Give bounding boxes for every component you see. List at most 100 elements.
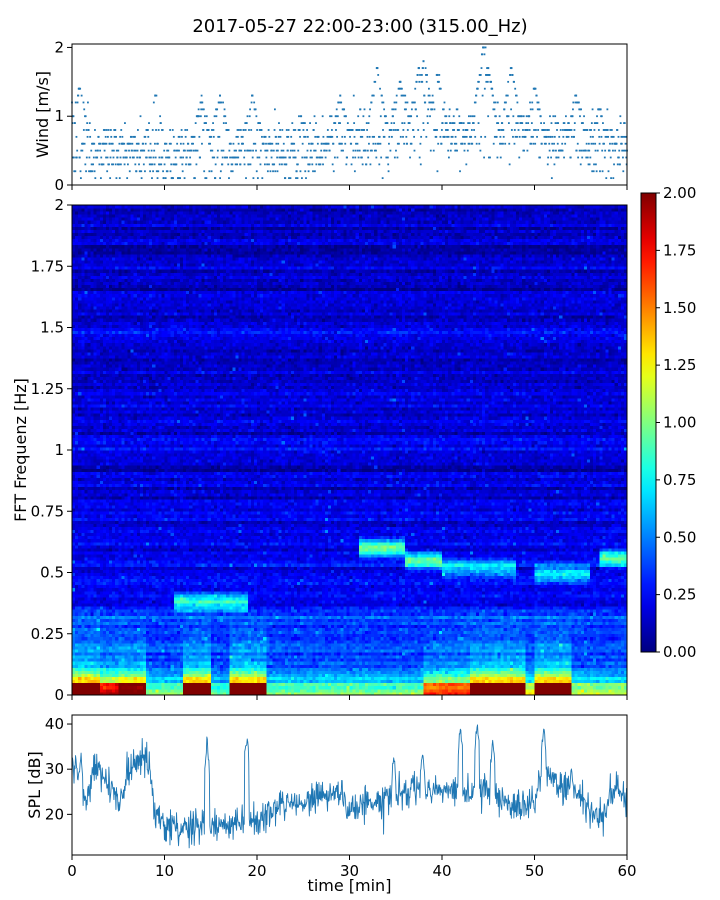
spectrogram-cell: [112, 490, 115, 493]
wind-point: [609, 143, 611, 145]
wind-point: [568, 122, 570, 124]
spectrogram-cell: [78, 465, 81, 468]
spectrogram-cell: [91, 478, 94, 481]
wind-point: [541, 143, 543, 145]
spectrogram-cell: [134, 450, 137, 453]
wind-point: [123, 143, 125, 145]
spectrogram-cell: [94, 358, 97, 361]
wind-point: [218, 136, 220, 138]
spectrogram-cell: [118, 465, 121, 468]
spectrogram-cell: [106, 478, 109, 481]
spectrogram-cell: [118, 686, 121, 689]
wind-point: [395, 108, 397, 110]
spectrogram-cell: [81, 398, 84, 401]
spectrogram-cell: [121, 205, 124, 208]
spectrogram-cell: [115, 511, 118, 514]
wind-point: [147, 136, 149, 138]
spectrogram-cell: [134, 447, 137, 450]
spectrogram-cell: [91, 517, 94, 520]
spectrogram-cell: [134, 493, 137, 496]
spectrogram-cell: [137, 456, 140, 459]
spectrogram-cell: [115, 524, 118, 527]
spectrogram-cell: [91, 383, 94, 386]
spectrogram-cell: [97, 321, 100, 324]
spectrogram-cell: [118, 426, 121, 429]
spectrogram-cell: [100, 401, 103, 404]
spectrogram-cell: [109, 533, 112, 536]
wind-point: [343, 108, 345, 110]
spectrogram-cell: [97, 334, 100, 337]
spectrogram-cell: [78, 306, 81, 309]
spectrogram-cell: [106, 533, 109, 536]
spectrogram-cell: [137, 569, 140, 572]
spectrogram-cell: [97, 395, 100, 398]
spectrogram-cell: [87, 643, 90, 646]
spectrogram-cell: [91, 667, 94, 670]
spectrogram-cell: [97, 502, 100, 505]
spectrogram-cell: [128, 579, 131, 582]
spectrogram-cell: [72, 435, 75, 438]
spectrogram-cell: [121, 447, 124, 450]
wind-point: [508, 143, 510, 145]
spectrogram-cell: [75, 349, 78, 352]
wind-point: [450, 150, 452, 152]
spectrogram-cell: [87, 404, 90, 407]
spectrogram-cell: [81, 487, 84, 490]
wind-point: [464, 143, 466, 145]
spectrogram-cell: [94, 263, 97, 266]
wind-point: [248, 129, 250, 131]
spectrogram-cell: [78, 606, 81, 609]
spectrogram-cell: [81, 315, 84, 318]
spectrogram-cell: [78, 582, 81, 585]
spectrogram-cell: [94, 419, 97, 422]
wind-point: [311, 157, 313, 159]
spectrogram-cell: [97, 300, 100, 303]
spectrogram-cell: [124, 536, 127, 539]
wind-point: [244, 163, 246, 165]
wind-points: [71, 46, 628, 179]
wind-point: [327, 129, 329, 131]
spectrogram-cell: [124, 468, 127, 471]
wind-point: [154, 163, 156, 165]
spectrogram-cell: [100, 269, 103, 272]
wind-point: [528, 115, 530, 117]
wind-point: [174, 150, 176, 152]
wind-point: [287, 136, 289, 138]
wind-point: [160, 122, 162, 124]
spectrogram-cell: [72, 340, 75, 343]
spectrogram-cell: [121, 432, 124, 435]
wind-point: [253, 177, 255, 179]
spectrogram-cell: [72, 563, 75, 566]
wind-point: [378, 163, 380, 165]
spectrogram-cell: [112, 505, 115, 508]
wind-point: [93, 157, 95, 159]
wind-point: [432, 95, 434, 97]
spectrogram-cell: [128, 453, 131, 456]
spectrogram-cell: [103, 312, 106, 315]
spectrogram-cell: [103, 407, 106, 410]
spectrogram-cell: [106, 352, 109, 355]
wind-point: [86, 122, 88, 124]
spectrogram-cell: [128, 358, 131, 361]
spectrogram-cell: [84, 263, 87, 266]
spectrogram-cell: [134, 462, 137, 465]
spectrogram-cell: [118, 462, 121, 465]
spectrogram-cell: [124, 260, 127, 263]
wind-point: [478, 122, 480, 124]
spectrogram-cell: [115, 499, 118, 502]
spectrogram-cell: [91, 514, 94, 517]
spectrogram-cell: [84, 643, 87, 646]
spectrogram-cell: [109, 223, 112, 226]
spectrogram-cell: [112, 579, 115, 582]
spectrogram-cell: [78, 260, 81, 263]
spectrogram-cell: [100, 609, 103, 612]
spectrogram-cell: [97, 493, 100, 496]
wind-point: [338, 102, 340, 104]
spectrogram-cell: [103, 631, 106, 634]
spectrogram-cell: [91, 217, 94, 220]
spectrogram-cell: [103, 389, 106, 392]
spectrogram-cell: [97, 462, 100, 465]
spectrogram-cell: [94, 223, 97, 226]
spectrogram-cell: [115, 502, 118, 505]
spectrogram-cell: [103, 664, 106, 667]
